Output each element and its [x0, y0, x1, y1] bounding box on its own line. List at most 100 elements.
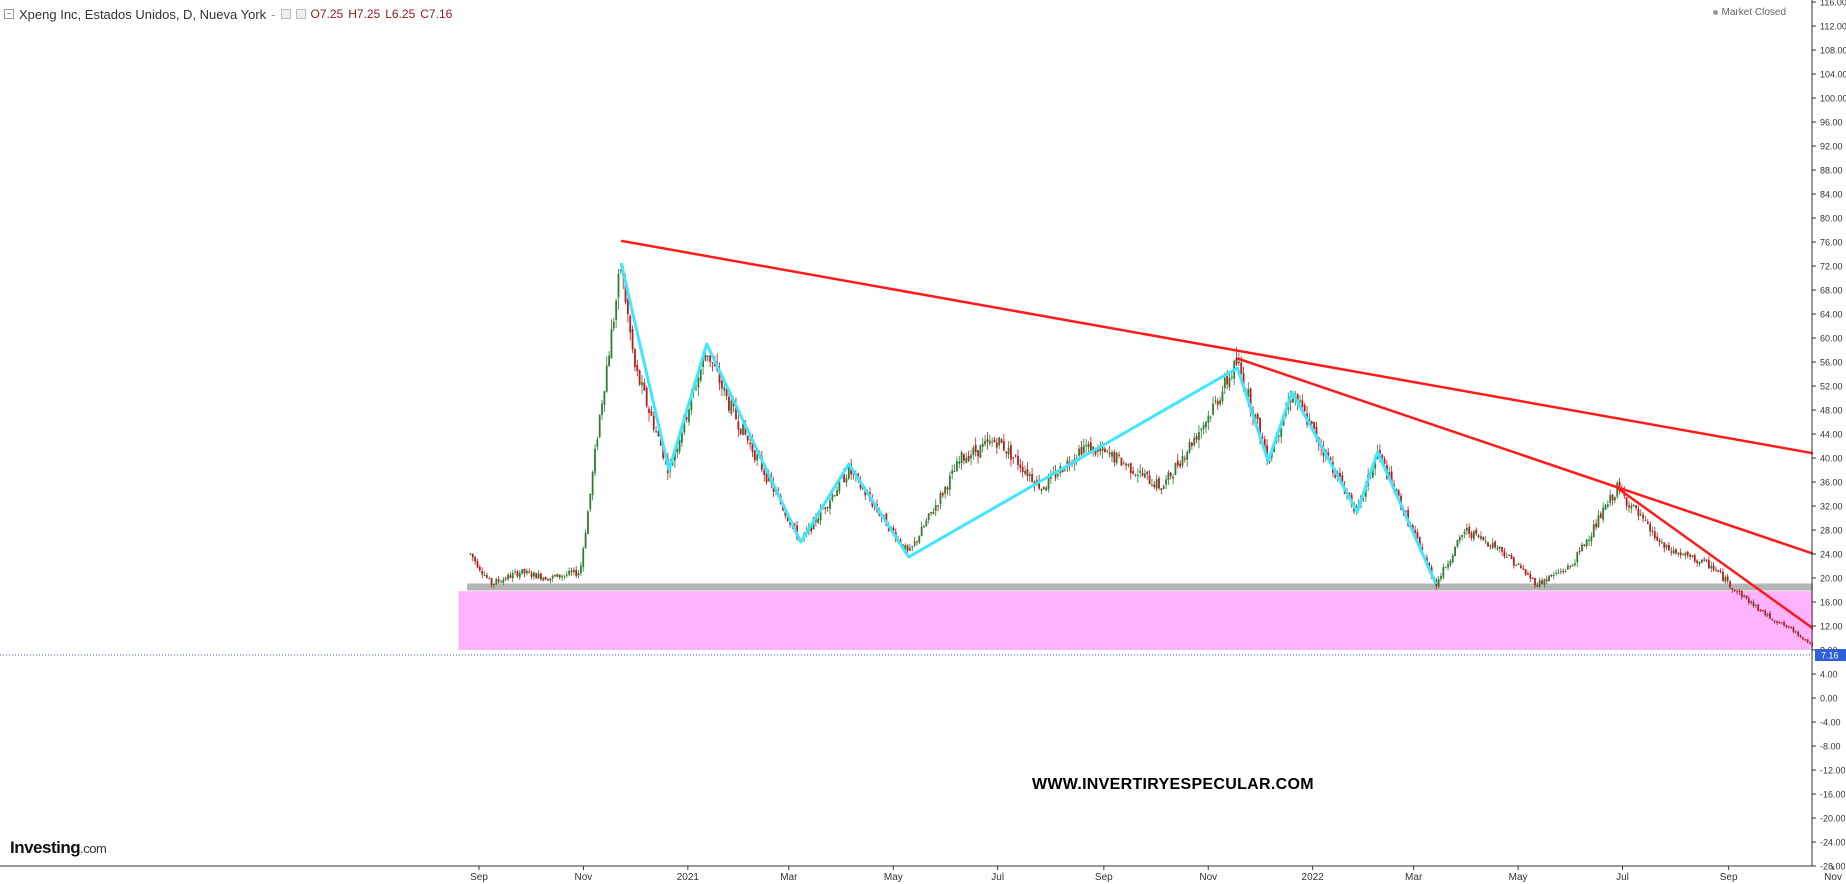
visibility-icon[interactable] [280, 9, 291, 19]
candle-body [525, 570, 528, 574]
candle-body [1155, 479, 1158, 489]
candle-body [720, 380, 723, 389]
candle-body [1378, 449, 1381, 455]
candle-body [511, 573, 514, 579]
candle-body [1585, 539, 1588, 547]
candle-body [704, 354, 707, 361]
candle-body [1679, 552, 1682, 556]
candle-body [927, 513, 930, 520]
y-tick-label: 72.00 [1820, 262, 1843, 272]
candle-body [1698, 561, 1701, 564]
candle-body [1078, 448, 1080, 456]
candle-body [551, 575, 554, 579]
candle-body [579, 565, 582, 574]
candle-body [932, 511, 935, 514]
y-tick-label: 44.00 [1820, 430, 1843, 440]
candle-body [1096, 449, 1099, 452]
x-tick-label: 2021 [677, 872, 700, 883]
candle-body [789, 522, 791, 525]
candle-body [1134, 474, 1137, 476]
settings-icon[interactable] [295, 9, 306, 19]
candle-body [1736, 591, 1738, 593]
candle-body [1228, 377, 1231, 388]
candle-body [1651, 530, 1654, 533]
candle-body [1146, 471, 1149, 475]
x-tick-label: Sep [470, 872, 488, 883]
candle-body [1082, 445, 1085, 454]
candle-body [1416, 532, 1419, 539]
candle-body [1014, 455, 1017, 457]
candle-body [1002, 441, 1005, 451]
y-tick-label: 92.00 [1820, 142, 1843, 152]
candle-body [1611, 494, 1614, 501]
candle-body [678, 440, 681, 452]
candle-body [713, 363, 716, 367]
candle-body [1581, 544, 1583, 552]
candle-body [749, 442, 751, 444]
candle-body [1766, 613, 1769, 616]
candle-body [843, 473, 845, 483]
y-tick-label: -16.00 [1820, 790, 1846, 800]
candle-body [1543, 579, 1546, 585]
candle-body [1778, 622, 1781, 624]
candle-body [1675, 549, 1677, 554]
candle-body [1576, 551, 1579, 563]
candle-body [1559, 571, 1562, 573]
candle-body [1280, 428, 1283, 437]
candle-body [709, 355, 712, 362]
candle-body [493, 583, 495, 586]
candle-body [979, 445, 982, 458]
candle-body [1743, 595, 1746, 598]
candle-body [1094, 448, 1097, 455]
y-tick-label: 84.00 [1820, 190, 1843, 200]
candle-body [688, 409, 690, 422]
candle-body [690, 393, 693, 411]
candle-body [1475, 529, 1478, 534]
candle-body [1139, 470, 1142, 473]
candle-body [1635, 505, 1637, 508]
candle-body [516, 571, 519, 577]
candle-body [1477, 535, 1480, 538]
candle-body [1425, 557, 1428, 562]
candle-body [1512, 557, 1515, 566]
candle-body [1773, 620, 1776, 622]
candle-body [911, 546, 914, 548]
candle-body [596, 439, 599, 447]
candle-body [965, 457, 968, 464]
candle-body [485, 575, 488, 578]
candle-body [1193, 437, 1196, 446]
candle-body [1463, 531, 1466, 534]
candle-body [1247, 388, 1250, 398]
candle-body [1183, 458, 1186, 460]
candle-body [1458, 537, 1461, 541]
candle-body [1712, 565, 1715, 570]
candle-body [631, 329, 634, 350]
candle-body [1263, 439, 1266, 449]
collapse-icon[interactable] [4, 9, 14, 19]
candle-body [822, 508, 824, 510]
candle-body [1214, 400, 1217, 402]
candle-body [657, 430, 660, 437]
candle-body [577, 573, 580, 576]
symbol-title[interactable]: Xpeng Inc, Estados Unidos, D, Nueva York [19, 6, 267, 22]
y-tick-label: -8.00 [1820, 742, 1841, 752]
candle-body [1759, 610, 1762, 612]
x-tick-label: Jul [1616, 872, 1629, 883]
investing-logo[interactable]: Investing.com [10, 838, 107, 858]
candle-body [1454, 546, 1456, 557]
candle-body [1524, 569, 1527, 575]
candle-body [1012, 457, 1015, 459]
candle-body [478, 566, 481, 571]
candle-body [737, 421, 740, 430]
candle-body [558, 574, 561, 578]
y-tick-label: 48.00 [1820, 406, 1843, 416]
candle-body [1660, 541, 1663, 543]
x-tick-label: 2022 [1302, 872, 1325, 883]
candle-body [974, 444, 977, 453]
candle-body [1503, 551, 1506, 557]
candle-body [793, 524, 796, 527]
y-tick-label: 52.00 [1820, 382, 1843, 392]
candle-body [1722, 571, 1724, 581]
candle-body [1656, 536, 1659, 541]
candle-body [1057, 474, 1059, 476]
